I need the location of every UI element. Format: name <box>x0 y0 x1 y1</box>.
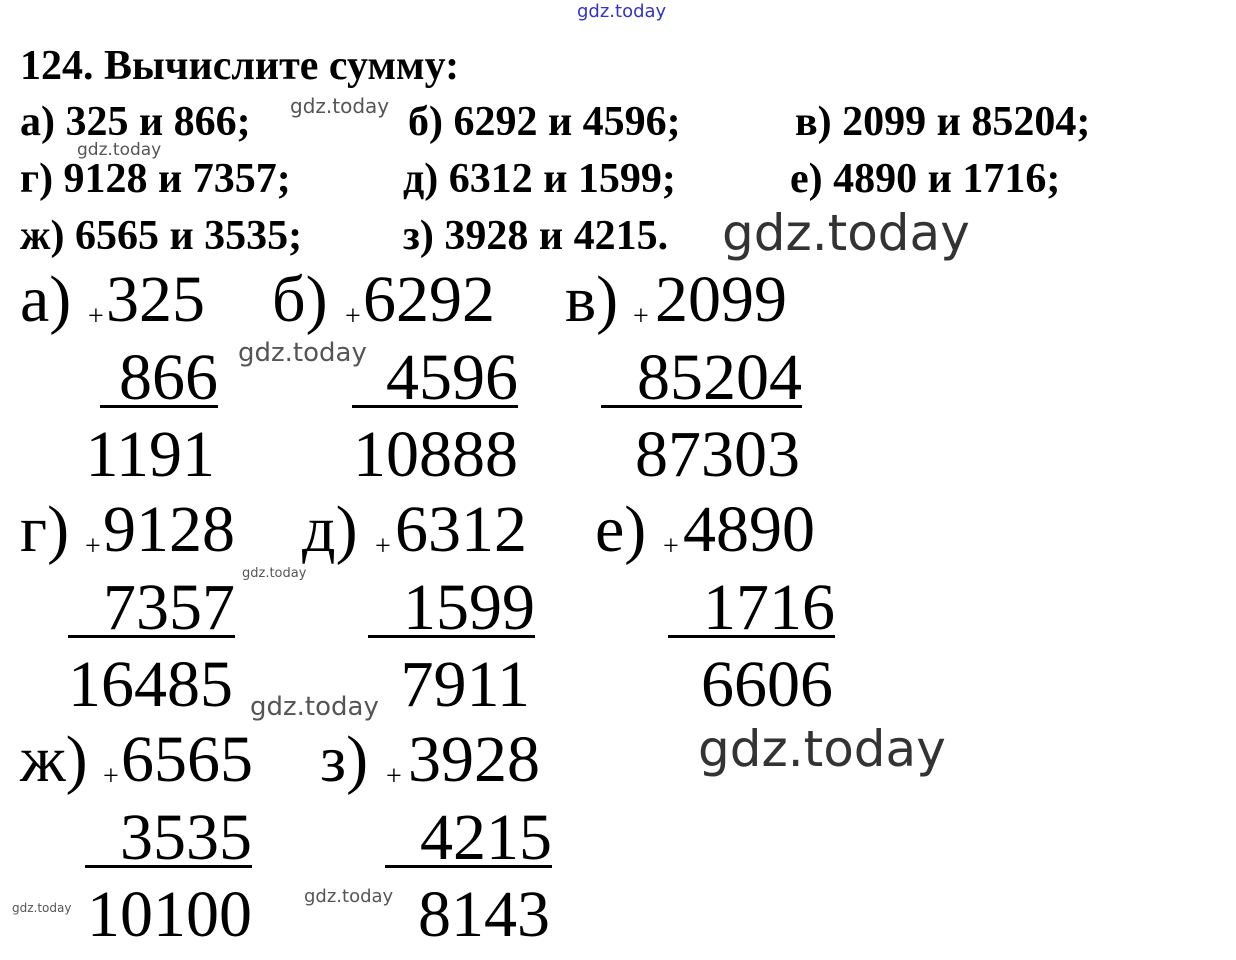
watermark: gdz.today <box>722 204 970 262</box>
addend-1: 4890 <box>683 493 815 566</box>
addend-2: 866 <box>119 341 218 414</box>
addend-2: 1716 <box>703 571 835 644</box>
addend-1: 3928 <box>408 723 540 796</box>
watermark: gdz.today <box>238 338 367 368</box>
addend-2: 4215 <box>420 801 552 874</box>
addend-1: 6312 <box>395 493 527 566</box>
sum: 7911 <box>400 648 530 721</box>
sum-line <box>385 865 552 868</box>
sum: 10100 <box>87 878 252 951</box>
sum: 10888 <box>353 418 518 491</box>
watermark: gdz.today <box>698 720 946 778</box>
problem-label: в) <box>565 263 619 336</box>
watermark: gdz.today <box>290 94 390 118</box>
task-item: з) 3928 и 4215. <box>403 213 669 259</box>
task-item: ж) 6565 и 3535; <box>20 213 303 259</box>
watermark: gdz.today <box>250 692 379 722</box>
sum: 6606 <box>701 648 833 721</box>
plus-sign: + <box>375 531 391 562</box>
problem-label: е) <box>595 493 647 566</box>
problem-label: г) <box>20 493 70 566</box>
sum-line <box>601 405 802 408</box>
addend-1: 6292 <box>363 263 495 336</box>
task-item: в) 2099 и 85204; <box>795 99 1091 145</box>
task-item: б) 6292 и 4596; <box>408 99 681 145</box>
addend-2: 85204 <box>637 341 802 414</box>
watermark: gdz.today <box>12 901 72 915</box>
addend-1: 6565 <box>121 723 253 796</box>
sum-line <box>368 635 535 638</box>
addend-2: 3535 <box>120 801 252 874</box>
task-item: д) 6312 и 1599; <box>403 156 676 202</box>
task-title: 124. Вычислите сумму: <box>20 43 460 89</box>
task-item: г) 9128 и 7357; <box>20 156 291 202</box>
sum-line <box>352 405 518 408</box>
watermark: gdz.today <box>77 140 162 160</box>
sum: 8143 <box>418 878 550 951</box>
watermark: gdz.today <box>304 886 394 907</box>
sum-line <box>85 865 252 868</box>
sum-line <box>100 405 218 408</box>
sum: 16485 <box>68 648 233 721</box>
task-item: е) 4890 и 1716; <box>790 156 1061 202</box>
plus-sign: + <box>88 301 104 332</box>
problem-label: ж) <box>20 723 88 796</box>
plus-sign: + <box>386 761 402 792</box>
task-item: а) 325 и 866; <box>20 99 251 145</box>
addend-1: 325 <box>106 263 205 336</box>
problem-label: б) <box>272 263 328 336</box>
addend-1: 2099 <box>655 263 787 336</box>
addend-1: 9128 <box>103 493 235 566</box>
addend-2: 4596 <box>386 341 518 414</box>
sum: 87303 <box>635 418 800 491</box>
sum-line <box>668 635 835 638</box>
plus-sign: + <box>103 761 119 792</box>
plus-sign: + <box>663 531 679 562</box>
sum: 1191 <box>85 418 215 491</box>
plus-sign: + <box>345 301 361 332</box>
sum-line <box>68 635 235 638</box>
problem-label: д) <box>302 493 358 566</box>
watermark: gdz.today <box>242 566 307 581</box>
addend-2: 7357 <box>103 571 235 644</box>
plus-sign: + <box>85 531 101 562</box>
problem-label: а) <box>20 263 72 336</box>
watermark: gdz.today <box>577 1 667 22</box>
problem-label: з) <box>320 723 369 796</box>
plus-sign: + <box>633 301 649 332</box>
addend-2: 1599 <box>403 571 535 644</box>
